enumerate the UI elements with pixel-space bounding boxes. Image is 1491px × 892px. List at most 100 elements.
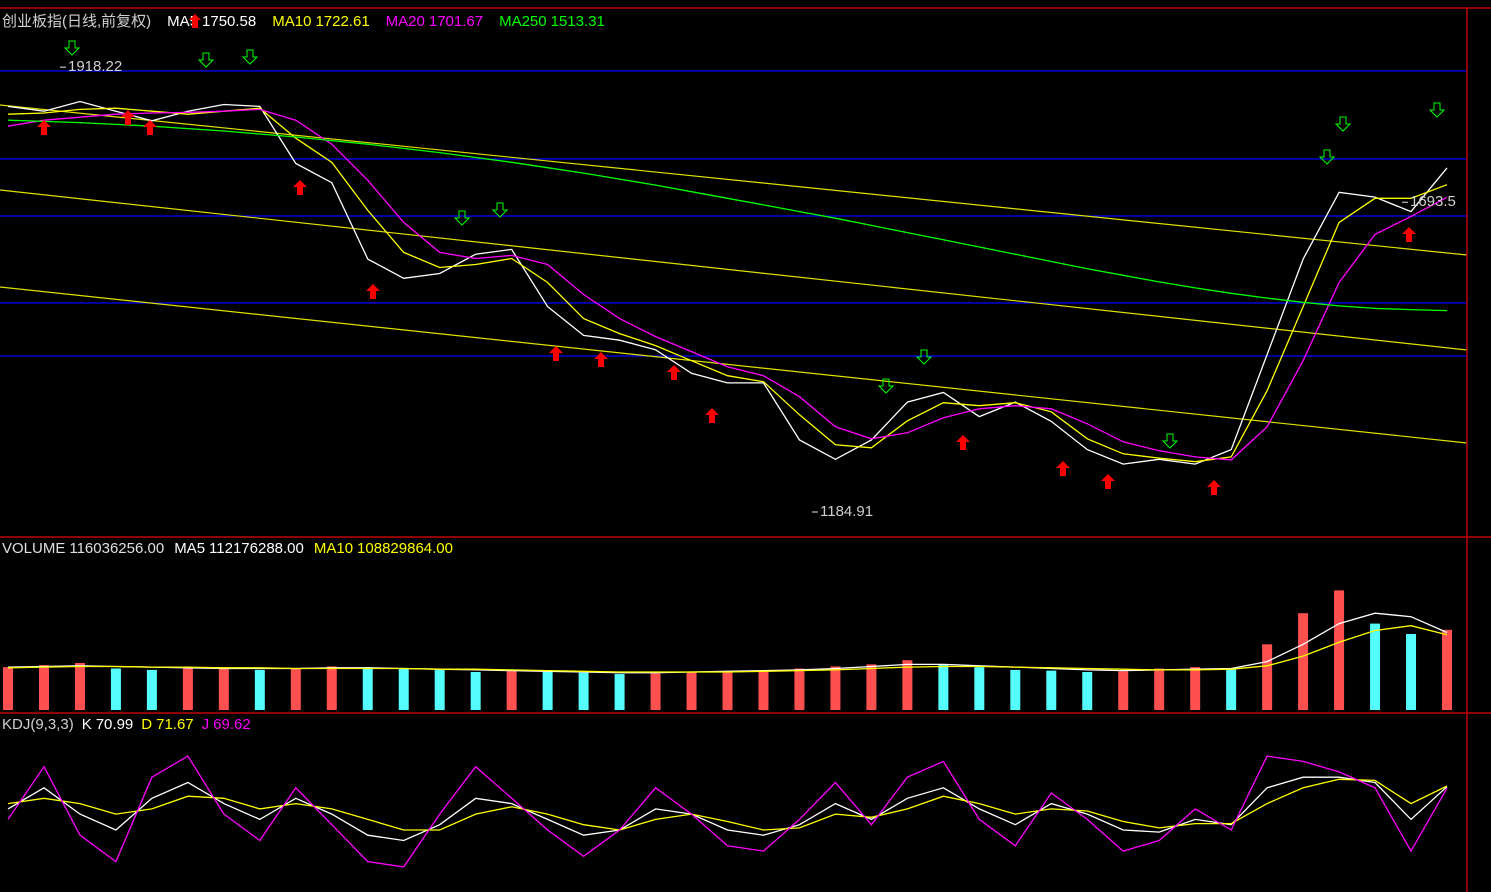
buy-arrow bbox=[549, 346, 563, 361]
legend-name: MA5 bbox=[174, 540, 205, 557]
volume-bar bbox=[902, 660, 913, 710]
volume-bar bbox=[578, 672, 589, 710]
sell-arrow bbox=[241, 49, 259, 65]
sell-arrow bbox=[1161, 433, 1179, 449]
volume-bar bbox=[1118, 671, 1129, 710]
volume-bar bbox=[434, 669, 445, 710]
legend-arrow bbox=[189, 14, 201, 28]
volume-bar bbox=[38, 665, 49, 710]
volume-bar bbox=[182, 668, 193, 710]
sell-arrow bbox=[1318, 149, 1336, 165]
buy-arrow bbox=[1402, 227, 1416, 242]
volume-bar bbox=[1442, 629, 1452, 710]
volume-bar bbox=[866, 664, 877, 710]
legend-name: MA10 bbox=[272, 13, 311, 30]
buy-arrow bbox=[956, 435, 970, 450]
volume-bar bbox=[1226, 668, 1237, 710]
series-line bbox=[7, 108, 1448, 461]
volume-bar bbox=[74, 662, 85, 710]
buy-arrow bbox=[667, 365, 681, 380]
legend-name: MA20 bbox=[386, 13, 425, 30]
buy-arrow bbox=[37, 120, 51, 135]
volume-bar bbox=[794, 668, 805, 710]
annotation: 1184.91 bbox=[820, 503, 873, 520]
legend-name: J bbox=[202, 716, 210, 733]
volume-bar bbox=[650, 673, 661, 710]
volume-bar bbox=[614, 674, 625, 710]
guide-lines bbox=[0, 70, 1467, 357]
panel-title: KDJ(9,3,3) bbox=[2, 716, 74, 733]
volume-bar bbox=[1334, 590, 1345, 710]
legend-value: 1701.67 bbox=[429, 13, 483, 30]
sell-arrow bbox=[63, 40, 81, 56]
buy-arrow bbox=[594, 352, 608, 367]
panel-header: 创业板指(日线,前复权) MA51750.58 MA101722.61 MA20170… bbox=[2, 12, 605, 30]
panel-header: VOLUME 116036256.00 MA5 112176288.00 MA10 108… bbox=[2, 540, 453, 557]
sell-arrow bbox=[1428, 102, 1446, 118]
legend-name: MA250 bbox=[499, 13, 547, 30]
sell-arrow bbox=[1334, 116, 1352, 132]
volume-bar bbox=[290, 668, 301, 710]
volume-bar bbox=[218, 667, 229, 710]
series-line bbox=[7, 755, 1448, 868]
panel-borders bbox=[0, 7, 1491, 892]
volume-bar bbox=[830, 666, 841, 710]
legend-name: K bbox=[82, 716, 92, 733]
buy-arrow bbox=[366, 284, 380, 299]
legend-value: 108829864.00 bbox=[357, 540, 453, 557]
volume-bar bbox=[1082, 671, 1093, 710]
legend-name: VOLUME bbox=[2, 540, 65, 557]
buy-arrow bbox=[705, 408, 719, 423]
volume-bar bbox=[3, 667, 13, 710]
buy-arrow bbox=[1101, 474, 1115, 489]
series-line bbox=[7, 778, 1448, 831]
sell-arrow bbox=[491, 202, 509, 218]
buy-arrow bbox=[1207, 480, 1221, 495]
legend-value: 1722.61 bbox=[315, 13, 369, 30]
series-line bbox=[7, 612, 1448, 674]
buy-arrow bbox=[121, 110, 135, 125]
volume-bar bbox=[398, 668, 409, 710]
series-line bbox=[7, 776, 1448, 842]
volume-bar bbox=[1298, 613, 1309, 710]
buy-arrow bbox=[143, 120, 157, 135]
series-line bbox=[7, 107, 1448, 463]
volume-bar bbox=[686, 671, 697, 710]
buy-arrow bbox=[293, 180, 307, 195]
legend-value: 116036256.00 bbox=[69, 540, 164, 557]
volume-bar bbox=[1154, 668, 1165, 710]
series-line bbox=[7, 119, 1448, 312]
annotation: 1693.5 bbox=[1410, 193, 1456, 210]
sell-arrow bbox=[915, 349, 933, 365]
volume-bar bbox=[1262, 644, 1273, 710]
legend-value: 1750.58 bbox=[202, 13, 256, 30]
volume-bar bbox=[326, 666, 337, 710]
volume-bar bbox=[362, 667, 373, 710]
trend-lines bbox=[0, 104, 1468, 444]
legend-name: MA5 bbox=[167, 13, 198, 30]
volume-bar bbox=[1370, 623, 1381, 710]
legend-value: 1513.31 bbox=[551, 13, 605, 30]
legend-value: 71.67 bbox=[156, 716, 194, 733]
legend-name: MA10 bbox=[314, 540, 353, 557]
volume-bar bbox=[974, 667, 985, 710]
legend-name: D bbox=[141, 716, 152, 733]
volume-bar bbox=[542, 671, 553, 710]
series-line bbox=[7, 625, 1448, 673]
buy-arrow bbox=[1056, 461, 1070, 476]
sell-arrow bbox=[877, 378, 895, 394]
volume-bar bbox=[470, 671, 481, 710]
legend-value: 112176288.00 bbox=[209, 540, 304, 557]
volume-bar bbox=[110, 668, 121, 710]
volume-bar bbox=[146, 669, 157, 710]
volume-bar bbox=[1190, 667, 1201, 710]
panel-header: KDJ(9,3,3) K 70.99 D 71.67 J 69.62 bbox=[2, 716, 251, 733]
volume-bar bbox=[1406, 633, 1417, 710]
volume-bar bbox=[722, 671, 733, 710]
volume-bar bbox=[254, 669, 265, 710]
series-line bbox=[7, 100, 1448, 465]
sell-arrow bbox=[197, 52, 215, 68]
volume-bar bbox=[506, 670, 517, 710]
